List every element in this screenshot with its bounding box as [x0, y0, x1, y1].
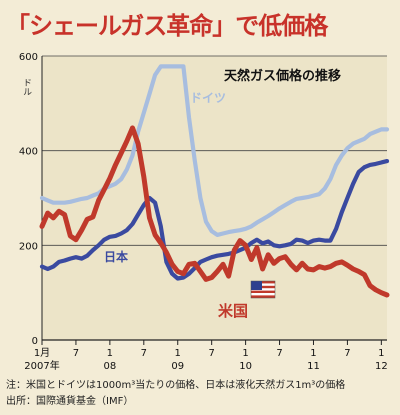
x-tick-sublabel: 12	[375, 361, 388, 372]
x-tick-label: 1	[175, 348, 181, 359]
x-tick-label: 7	[344, 348, 350, 359]
us-flag-icon	[250, 280, 276, 299]
chart-notes: 注：米国とドイツは1000m³当たりの価格、日本は液化天然ガス1m³の価格 出所…	[6, 378, 345, 410]
x-tick-label: 1	[107, 348, 113, 359]
x-tick-sublabel: 11	[307, 361, 320, 372]
series-line-usa	[39, 125, 390, 298]
x-tick-sublabel: 09	[171, 361, 184, 372]
x-tick-sublabel: 08	[104, 361, 117, 372]
x-tick-label: 7	[141, 348, 147, 359]
series-line-germany	[39, 64, 390, 237]
series-label-usa: 米国	[218, 302, 248, 320]
x-tick-label: 1	[242, 348, 248, 359]
series-label-japan: 日本	[104, 249, 128, 264]
y-tick-label-0: 0	[32, 336, 38, 347]
x-tick-sublabel: 2007年	[24, 359, 59, 372]
x-tick-label: 7	[73, 348, 79, 359]
source-line: 出所：国際通貨基金（IMF）	[6, 396, 134, 407]
x-tick-label: 7	[276, 348, 282, 359]
y-axis-unit-label: ドル	[21, 78, 32, 96]
series-label-germany: ドイツ	[190, 91, 226, 105]
chart-title: 天然ガス価格の推移	[224, 68, 341, 84]
x-tick-label: 1	[378, 348, 384, 359]
y-tick-label-600: 600	[19, 52, 38, 63]
x-tick-label: 1月	[34, 347, 50, 359]
x-tick-label: 1	[310, 348, 316, 359]
y-tick-label-200: 200	[19, 241, 38, 252]
series-line-japan	[39, 159, 390, 281]
x-tick-sublabel: 10	[239, 361, 252, 372]
note-line-1: 注：米国とドイツは1000m³当たりの価格、日本は液化天然ガス1m³の価格	[6, 380, 346, 391]
y-tick-label-400: 400	[19, 147, 38, 158]
x-tick-label: 7	[208, 348, 214, 359]
headline: 「シェールガス革命」で低価格	[6, 12, 328, 40]
